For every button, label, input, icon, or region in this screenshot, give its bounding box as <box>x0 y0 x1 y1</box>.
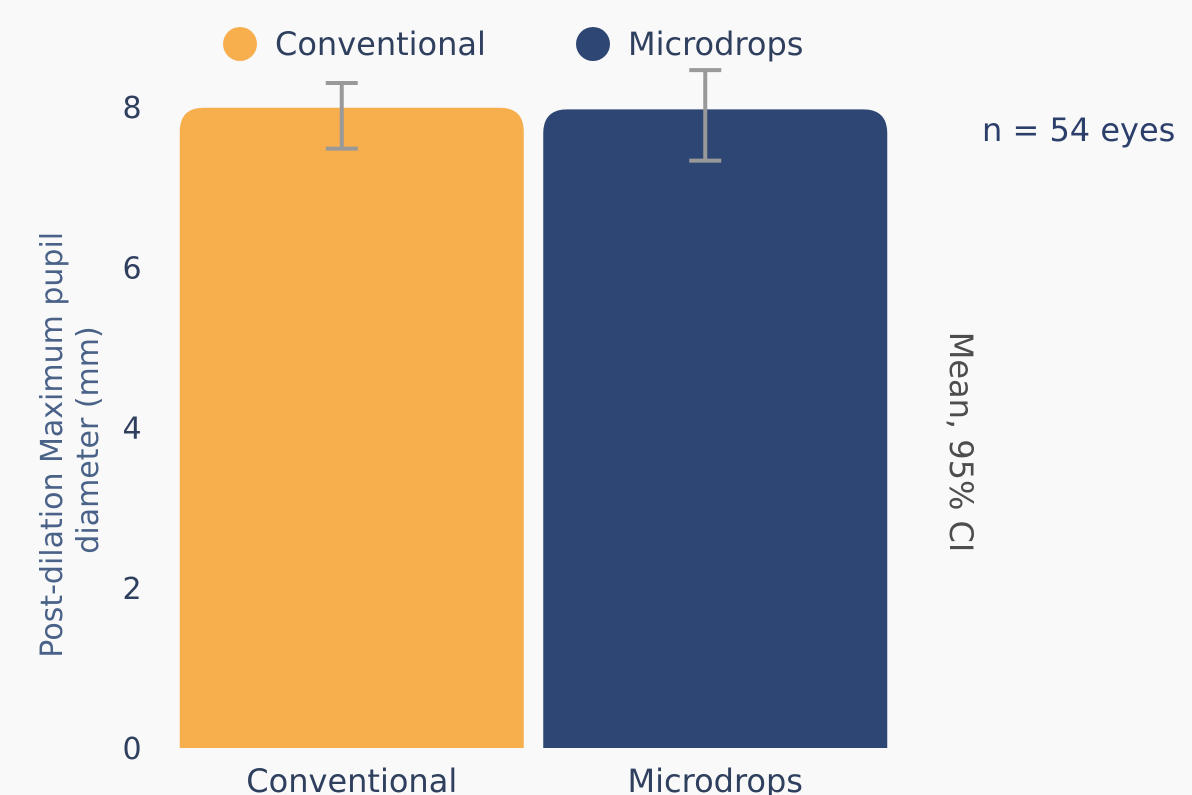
legend-label: Microdrops <box>628 25 803 63</box>
legend-swatch <box>223 27 257 61</box>
error-bar-note: Mean, 95% CI <box>942 332 980 553</box>
bar-microdrops <box>543 109 888 748</box>
error-bar-conventional <box>325 80 358 151</box>
y-tick-label: 0 <box>122 732 141 767</box>
y-axis-label-line-1: Post-dilation Maximum pupil <box>35 232 70 658</box>
y-axis-ticks: 0 2 4 6 8 <box>122 91 141 767</box>
error-bar-microdrops <box>689 68 722 163</box>
y-tick-label: 6 <box>122 251 141 286</box>
bars-layer <box>179 107 888 748</box>
bar-conventional <box>179 107 524 748</box>
error-bars-layer <box>325 68 722 163</box>
x-tick-label: Microdrops <box>628 762 803 795</box>
legend-item-conventional: Conventional <box>223 25 486 63</box>
y-axis-label: Post-dilation Maximum pupil diameter (mm… <box>35 222 106 657</box>
legend-label: Conventional <box>275 25 486 63</box>
y-tick-label: 4 <box>122 412 141 447</box>
x-axis-ticks: Conventional Microdrops <box>246 762 803 795</box>
legend-swatch <box>576 27 610 61</box>
y-tick-label: 2 <box>122 572 141 607</box>
sample-size-label: n = 54 eyes <box>982 111 1175 149</box>
legend-item-microdrops: Microdrops <box>576 25 803 63</box>
y-tick-label: 8 <box>122 91 141 126</box>
legend: Conventional Microdrops <box>223 25 803 63</box>
x-tick-label: Conventional <box>246 762 457 795</box>
y-axis-label-line-2: diameter (mm) <box>71 326 106 553</box>
